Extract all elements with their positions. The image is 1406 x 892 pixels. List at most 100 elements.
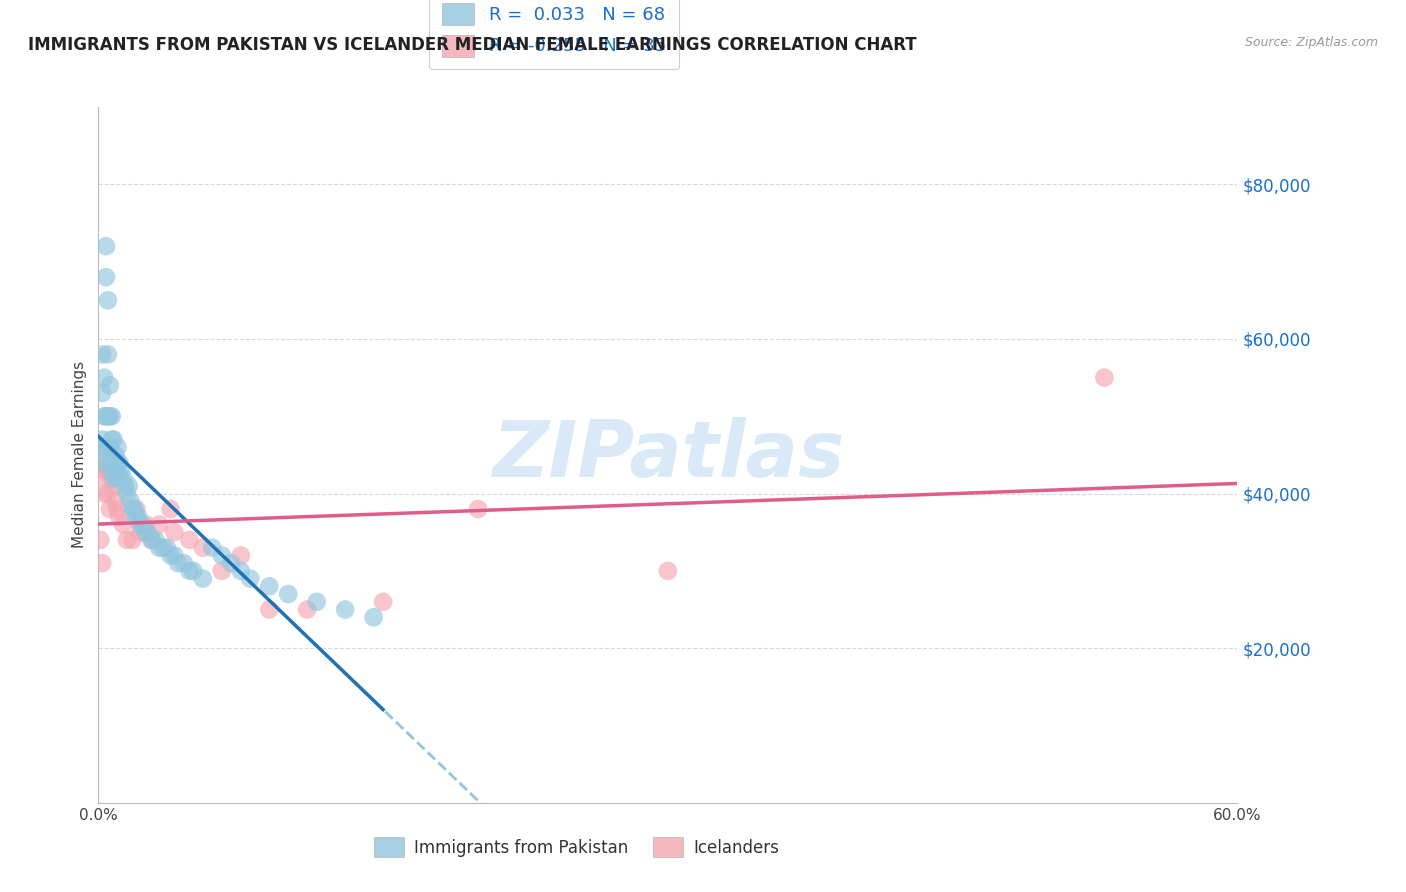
Point bbox=[97, 486, 120, 500]
Point bbox=[107, 456, 129, 470]
Text: Source: ZipAtlas.com: Source: ZipAtlas.com bbox=[1244, 36, 1378, 49]
Point bbox=[179, 564, 201, 578]
Point bbox=[159, 502, 181, 516]
Point bbox=[100, 471, 122, 485]
Point bbox=[94, 440, 117, 454]
Point bbox=[125, 502, 148, 516]
Point bbox=[107, 502, 129, 516]
Point bbox=[467, 502, 489, 516]
Point bbox=[124, 502, 146, 516]
Text: IMMIGRANTS FROM PAKISTAN VS ICELANDER MEDIAN FEMALE EARNINGS CORRELATION CHART: IMMIGRANTS FROM PAKISTAN VS ICELANDER ME… bbox=[28, 36, 917, 54]
Point bbox=[135, 525, 157, 540]
Text: ZIPatlas: ZIPatlas bbox=[492, 417, 844, 493]
Point bbox=[131, 517, 153, 532]
Point bbox=[104, 448, 127, 462]
Point bbox=[93, 370, 115, 384]
Point bbox=[141, 533, 163, 547]
Point bbox=[1094, 370, 1116, 384]
Point bbox=[129, 525, 152, 540]
Point bbox=[229, 549, 252, 563]
Point bbox=[98, 440, 121, 454]
Point bbox=[173, 556, 195, 570]
Point bbox=[148, 517, 170, 532]
Point bbox=[127, 509, 149, 524]
Point bbox=[239, 572, 262, 586]
Point bbox=[104, 463, 127, 477]
Point bbox=[103, 479, 125, 493]
Point bbox=[363, 610, 385, 624]
Point bbox=[100, 463, 122, 477]
Point bbox=[98, 378, 121, 392]
Point bbox=[104, 494, 127, 508]
Point bbox=[121, 533, 143, 547]
Point bbox=[91, 386, 114, 401]
Point bbox=[112, 471, 135, 485]
Point bbox=[100, 409, 122, 424]
Point bbox=[211, 564, 233, 578]
Point bbox=[107, 440, 129, 454]
Point bbox=[93, 409, 115, 424]
Point bbox=[371, 595, 394, 609]
Legend: Immigrants from Pakistan, Icelanders: Immigrants from Pakistan, Icelanders bbox=[367, 830, 786, 864]
Point bbox=[657, 564, 679, 578]
Point bbox=[191, 572, 214, 586]
Point bbox=[191, 541, 214, 555]
Point bbox=[305, 595, 328, 609]
Point bbox=[94, 270, 117, 285]
Point bbox=[115, 486, 138, 500]
Point bbox=[89, 440, 111, 454]
Point bbox=[221, 556, 243, 570]
Point bbox=[141, 533, 163, 547]
Point bbox=[91, 433, 114, 447]
Point bbox=[94, 239, 117, 253]
Point bbox=[163, 549, 186, 563]
Point bbox=[152, 541, 174, 555]
Point bbox=[183, 564, 205, 578]
Y-axis label: Median Female Earnings: Median Female Earnings bbox=[72, 361, 87, 549]
Point bbox=[98, 409, 121, 424]
Point bbox=[135, 517, 157, 532]
Point bbox=[136, 525, 159, 540]
Point bbox=[91, 347, 114, 361]
Point bbox=[112, 517, 135, 532]
Point bbox=[94, 471, 117, 485]
Point bbox=[97, 293, 120, 308]
Point bbox=[108, 471, 131, 485]
Point bbox=[97, 456, 120, 470]
Point bbox=[93, 486, 115, 500]
Point bbox=[179, 533, 201, 547]
Point bbox=[100, 433, 122, 447]
Point bbox=[121, 502, 143, 516]
Point bbox=[120, 494, 142, 508]
Point bbox=[277, 587, 299, 601]
Point bbox=[259, 602, 281, 616]
Point bbox=[93, 463, 115, 477]
Point bbox=[110, 463, 132, 477]
Point bbox=[163, 525, 186, 540]
Point bbox=[91, 556, 114, 570]
Point bbox=[89, 533, 111, 547]
Point bbox=[211, 549, 233, 563]
Point bbox=[118, 479, 141, 493]
Point bbox=[108, 456, 131, 470]
Point bbox=[167, 556, 190, 570]
Point bbox=[125, 509, 148, 524]
Point bbox=[297, 602, 319, 616]
Point bbox=[114, 479, 136, 493]
Point bbox=[159, 549, 181, 563]
Point bbox=[103, 433, 125, 447]
Point bbox=[335, 602, 357, 616]
Point bbox=[115, 533, 138, 547]
Point bbox=[103, 456, 125, 470]
Point bbox=[108, 509, 131, 524]
Point bbox=[229, 564, 252, 578]
Point bbox=[103, 471, 125, 485]
Point bbox=[97, 409, 120, 424]
Point bbox=[259, 579, 281, 593]
Point bbox=[201, 541, 224, 555]
Point bbox=[97, 347, 120, 361]
Point bbox=[89, 456, 111, 470]
Point bbox=[129, 517, 152, 532]
Point bbox=[148, 541, 170, 555]
Point bbox=[93, 440, 115, 454]
